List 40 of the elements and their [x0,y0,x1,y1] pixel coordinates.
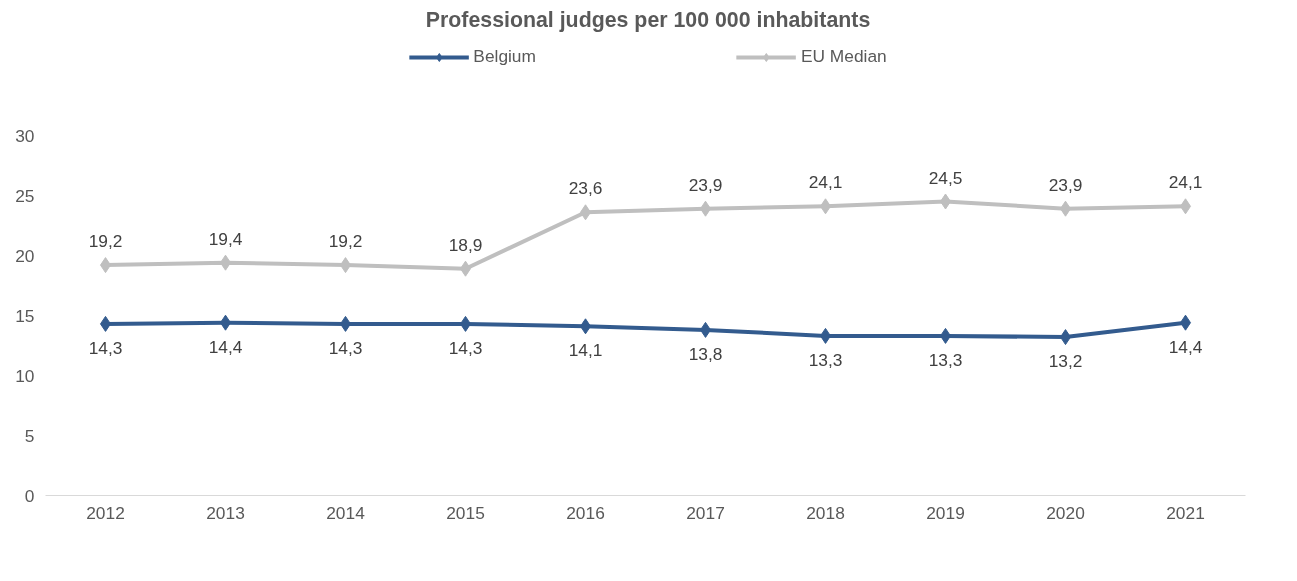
y-tick-label: 20 [15,245,35,266]
data-label: 14,3 [448,337,483,358]
x-tick-label: 2012 [86,502,125,523]
data-label: 14,4 [1168,336,1203,357]
x-tick-label: 2021 [1166,502,1205,523]
data-label: 19,2 [88,231,123,252]
x-tick-label: 2016 [566,502,605,523]
data-label: 13,3 [928,349,963,370]
legend-label: EU Median [800,46,887,67]
chart-title: Professional judges per 100 000 inhabitants [425,7,871,32]
x-tick-label: 2020 [1046,502,1085,523]
data-label: 24,5 [928,167,963,188]
data-label: 24,1 [1168,172,1203,193]
x-tick-label: 2018 [806,502,845,523]
legend-label: Belgium [473,46,536,67]
x-tick-label: 2015 [446,502,485,523]
y-tick-label: 10 [15,365,35,386]
data-label: 23,9 [688,174,723,195]
y-tick-label: 15 [15,305,35,326]
data-label: 14,3 [328,337,363,358]
data-label: 14,1 [568,340,603,361]
y-tick-label: 0 [24,485,35,506]
data-label: 14,3 [88,337,123,358]
y-tick-label: 30 [15,125,35,146]
data-label: 13,2 [1048,351,1083,372]
data-label: 19,2 [328,231,363,252]
y-tick-label: 25 [15,185,35,206]
data-label: 23,9 [1048,174,1083,195]
data-label: 24,1 [808,172,843,193]
x-tick-label: 2019 [926,502,965,523]
data-label: 13,8 [688,343,723,364]
data-label: 23,6 [568,178,603,199]
x-tick-label: 2017 [686,502,725,523]
data-label: 19,4 [208,228,243,249]
data-label: 18,9 [448,234,483,255]
data-label: 14,4 [208,336,243,357]
x-tick-label: 2013 [206,502,245,523]
data-label: 13,3 [808,349,843,370]
x-tick-label: 2014 [326,502,366,523]
y-tick-label: 5 [24,425,35,446]
